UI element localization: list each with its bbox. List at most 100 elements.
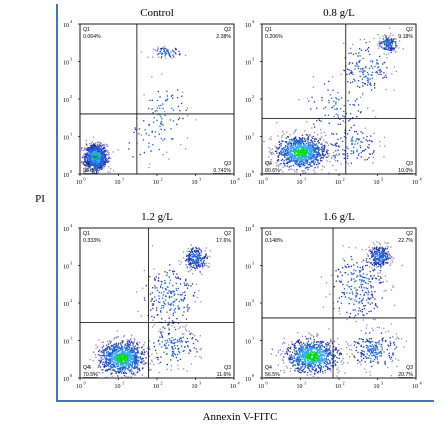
data-point	[379, 45, 381, 47]
data-point	[334, 340, 336, 342]
data-point	[340, 353, 342, 356]
data-point	[95, 347, 97, 349]
data-point	[275, 354, 277, 357]
data-point	[312, 155, 314, 157]
data-point	[107, 361, 110, 363]
data-point	[130, 376, 133, 378]
data-point	[317, 156, 319, 158]
data-point	[130, 340, 133, 343]
data-point	[298, 164, 301, 167]
data-point	[91, 147, 93, 150]
data-point	[357, 110, 360, 112]
data-point	[309, 150, 312, 153]
data-point	[338, 153, 340, 155]
data-point	[344, 57, 346, 59]
data-point	[302, 153, 304, 155]
data-point	[344, 154, 346, 156]
data-point	[174, 311, 176, 313]
data-point	[111, 375, 113, 377]
data-point	[280, 149, 282, 151]
data-point	[317, 150, 319, 152]
data-point	[118, 358, 120, 360]
data-point	[302, 146, 304, 148]
data-point	[371, 77, 373, 79]
data-point	[369, 153, 371, 155]
data-point	[296, 364, 299, 366]
data-point	[108, 353, 110, 355]
data-point	[87, 161, 89, 163]
data-point	[119, 363, 122, 365]
data-point	[105, 351, 108, 353]
data-point	[334, 160, 337, 162]
data-point	[120, 362, 122, 364]
data-point	[167, 51, 169, 53]
data-point	[316, 343, 318, 346]
data-point	[128, 357, 130, 359]
data-point	[367, 50, 370, 52]
data-point	[320, 354, 323, 356]
data-point	[194, 256, 196, 258]
data-point	[309, 344, 311, 346]
data-point	[170, 359, 172, 361]
data-point	[94, 149, 96, 151]
data-point	[302, 156, 304, 158]
data-point	[99, 167, 101, 169]
data-point	[115, 364, 118, 366]
data-point	[93, 152, 95, 154]
x-tick-exponent: 3	[199, 381, 201, 386]
data-point	[172, 291, 175, 293]
data-point	[198, 254, 200, 256]
data-point	[334, 158, 336, 160]
data-point	[129, 362, 132, 364]
data-point	[193, 295, 195, 297]
data-point	[176, 273, 178, 275]
data-point	[305, 148, 307, 151]
data-point	[168, 282, 171, 284]
data-point	[94, 155, 96, 157]
data-point	[173, 294, 175, 296]
data-point	[96, 150, 98, 152]
data-point	[101, 150, 103, 152]
data-point	[323, 107, 325, 110]
data-point	[96, 168, 98, 170]
data-point	[166, 99, 168, 101]
data-point	[192, 337, 194, 339]
data-point	[93, 156, 96, 158]
data-point	[278, 140, 280, 142]
data-point	[366, 71, 369, 74]
data-point	[182, 117, 184, 120]
data-point	[192, 248, 194, 250]
data-point	[316, 148, 318, 150]
data-point	[100, 357, 102, 359]
data-point	[172, 54, 174, 56]
data-point	[174, 308, 176, 310]
data-point	[302, 148, 304, 150]
data-point	[301, 155, 303, 158]
data-point	[197, 264, 200, 266]
data-point	[145, 362, 147, 364]
data-point	[113, 356, 115, 358]
data-point	[320, 136, 322, 139]
data-point	[315, 357, 317, 359]
data-point	[303, 146, 305, 148]
data-point	[160, 104, 162, 107]
data-point	[141, 359, 143, 361]
data-point	[292, 148, 294, 150]
data-point	[102, 351, 104, 354]
data-point	[103, 352, 105, 354]
data-point	[109, 339, 111, 342]
data-point	[88, 168, 90, 170]
data-point	[199, 264, 201, 266]
data-point	[305, 134, 307, 136]
data-point	[352, 103, 354, 106]
data-point	[190, 266, 192, 268]
data-point	[145, 285, 147, 287]
data-point	[124, 350, 126, 352]
data-point	[346, 157, 349, 159]
data-point	[168, 323, 170, 325]
data-point	[168, 338, 170, 340]
data-point	[160, 311, 162, 313]
data-point	[311, 165, 313, 167]
data-point	[303, 140, 305, 142]
data-point	[121, 346, 123, 348]
